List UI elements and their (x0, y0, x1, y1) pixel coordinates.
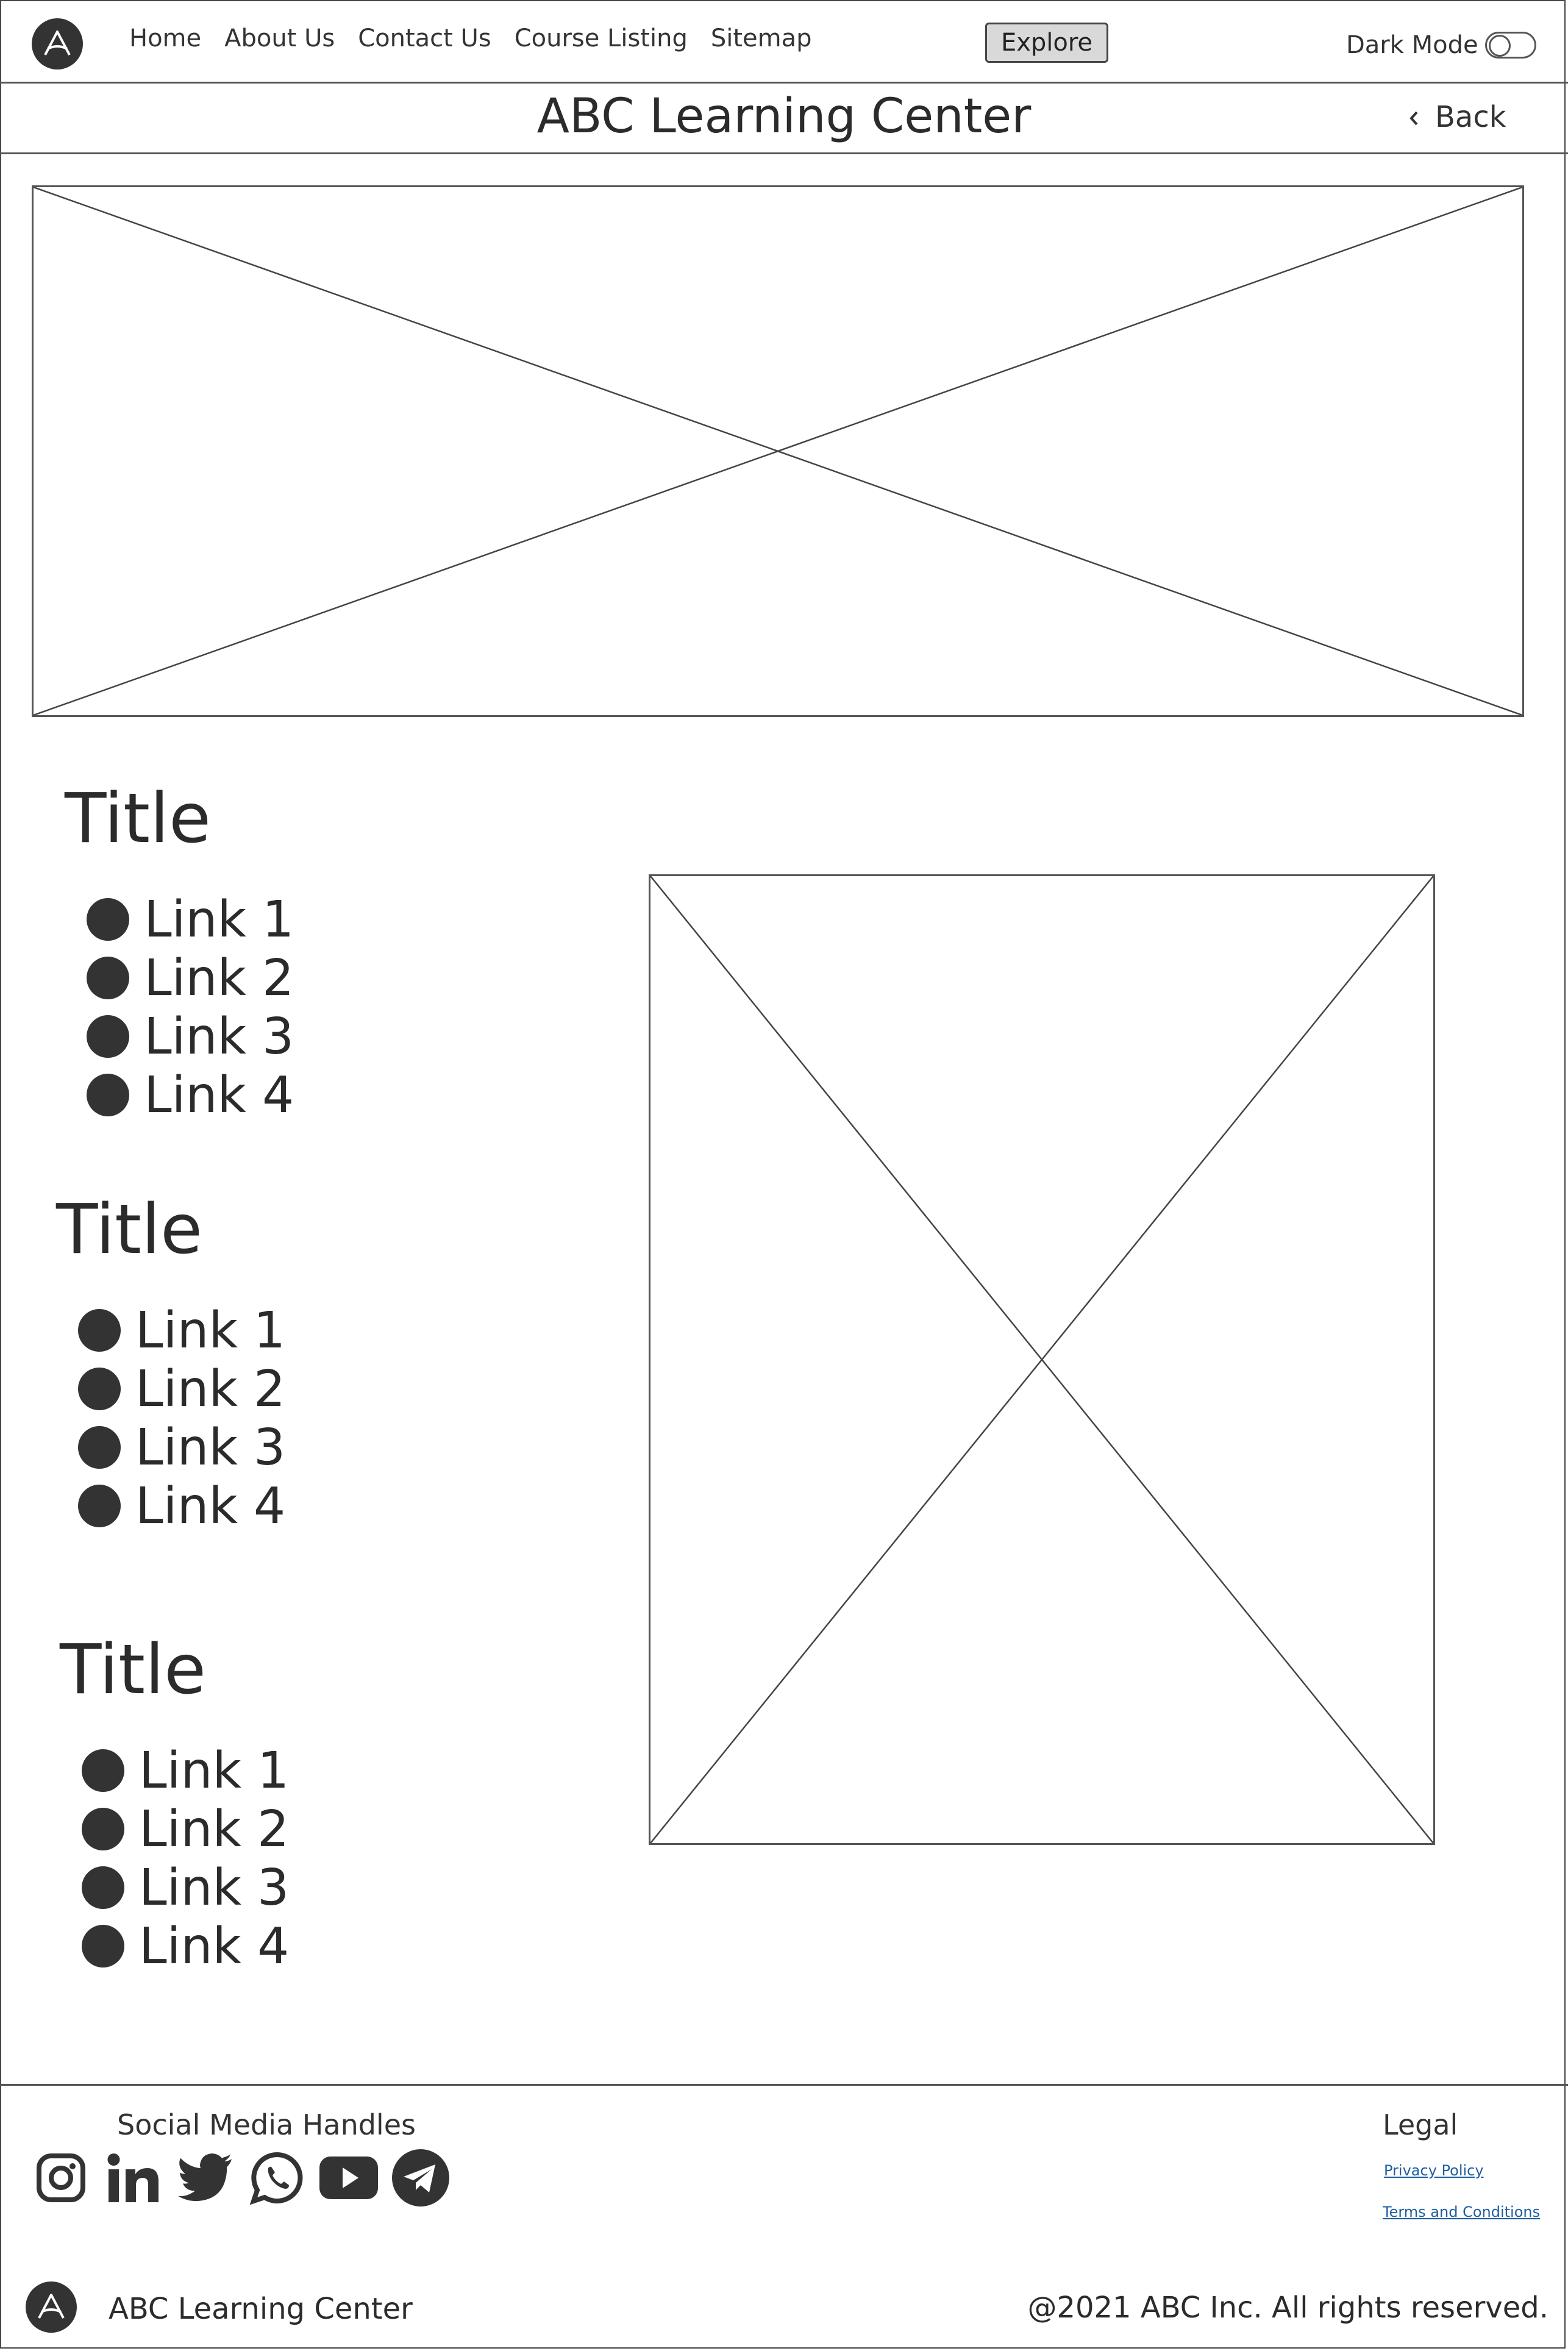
link-label: Link 4 (135, 1477, 286, 1535)
side-image-placeholder (649, 874, 1435, 1845)
footer-logo-icon[interactable] (26, 2281, 77, 2333)
chevron-left-icon (1408, 100, 1419, 134)
nav-item-home[interactable]: Home (129, 24, 202, 52)
section-title: Title (56, 1190, 203, 1269)
bullet-icon (78, 1485, 121, 1527)
social-heading: Social Media Handles (117, 2108, 416, 2141)
back-label: Back (1435, 100, 1506, 134)
list-item[interactable]: Link 1 (78, 1301, 285, 1360)
bullet-icon (87, 1015, 129, 1058)
main-nav: Home About Us Contact Us Course Listing … (129, 24, 812, 52)
link-label: Link 4 (144, 1066, 294, 1124)
link-label: Link 4 (139, 1917, 290, 1975)
bullet-icon (78, 1368, 121, 1410)
list-item[interactable]: Link 2 (82, 1800, 289, 1858)
link-label: Link 2 (144, 949, 294, 1007)
link-label: Link 1 (135, 1301, 286, 1360)
explore-button[interactable]: Explore (985, 23, 1108, 63)
linkedin-icon[interactable] (104, 2149, 162, 2207)
legal-heading: Legal (1383, 2108, 1458, 2141)
hero-image-placeholder (32, 185, 1524, 717)
youtube-icon[interactable] (319, 2149, 378, 2207)
dark-mode-toggle[interactable] (1485, 32, 1536, 59)
bullet-icon (87, 898, 129, 941)
list-item[interactable]: Link 1 (82, 1741, 289, 1800)
back-button[interactable]: Back (1408, 100, 1506, 134)
section-title: Title (65, 779, 212, 858)
bullet-icon (82, 1808, 124, 1850)
nav-divider (0, 82, 1568, 84)
link-list: Link 1 Link 2 Link 3 Link 4 (82, 1741, 289, 1975)
bullet-icon (78, 1426, 121, 1469)
dark-mode-label: Dark Mode (1346, 31, 1478, 59)
link-label: Link 3 (144, 1007, 294, 1066)
copyright-text: @2021 ABC Inc. All rights reserved. (1027, 2291, 1548, 2325)
nav-item-course-listing[interactable]: Course Listing (514, 24, 688, 52)
list-item[interactable]: Link 2 (78, 1360, 285, 1418)
link-label: Link 3 (139, 1858, 290, 1917)
list-item[interactable]: Link 3 (87, 1007, 294, 1066)
link-list: Link 1 Link 2 Link 3 Link 4 (78, 1301, 285, 1535)
social-icons (32, 2149, 450, 2207)
toggle-knob (1489, 35, 1511, 57)
bullet-icon (82, 1749, 124, 1792)
bullet-icon (78, 1309, 121, 1352)
list-item[interactable]: Link 3 (78, 1418, 285, 1477)
list-item[interactable]: Link 3 (82, 1858, 289, 1917)
privacy-policy-link[interactable]: Privacy Policy (1384, 2162, 1484, 2179)
title-divider (0, 152, 1568, 154)
list-item[interactable]: Link 2 (87, 949, 294, 1007)
whatsapp-icon[interactable] (248, 2149, 306, 2207)
link-label: Link 1 (144, 890, 294, 949)
footer-divider (0, 2084, 1568, 2086)
link-label: Link 2 (135, 1360, 286, 1418)
twitter-icon[interactable] (176, 2149, 234, 2207)
bullet-icon (87, 957, 129, 999)
nav-item-contact-us[interactable]: Contact Us (358, 24, 491, 52)
list-item[interactable]: Link 1 (87, 890, 294, 949)
bullet-icon (82, 1866, 124, 1909)
footer-brand-name: ABC Learning Center (109, 2292, 413, 2326)
telegram-icon[interactable] (391, 2149, 450, 2207)
link-label: Link 2 (139, 1800, 290, 1858)
nav-item-about-us[interactable]: About Us (224, 24, 335, 52)
section-title: Title (60, 1630, 207, 1710)
list-item[interactable]: Link 4 (87, 1066, 294, 1124)
page-title: ABC Learning Center (536, 89, 1032, 144)
list-item[interactable]: Link 4 (82, 1917, 289, 1975)
instagram-icon[interactable] (32, 2149, 90, 2207)
link-label: Link 1 (139, 1741, 290, 1800)
link-label: Link 3 (135, 1418, 286, 1477)
terms-link[interactable]: Terms and Conditions (1383, 2203, 1541, 2221)
bullet-icon (87, 1074, 129, 1116)
nav-item-sitemap[interactable]: Sitemap (710, 24, 812, 52)
bullet-icon (82, 1925, 124, 1967)
logo-icon[interactable] (32, 18, 83, 70)
list-item[interactable]: Link 4 (78, 1477, 285, 1535)
link-list: Link 1 Link 2 Link 3 Link 4 (87, 890, 294, 1124)
